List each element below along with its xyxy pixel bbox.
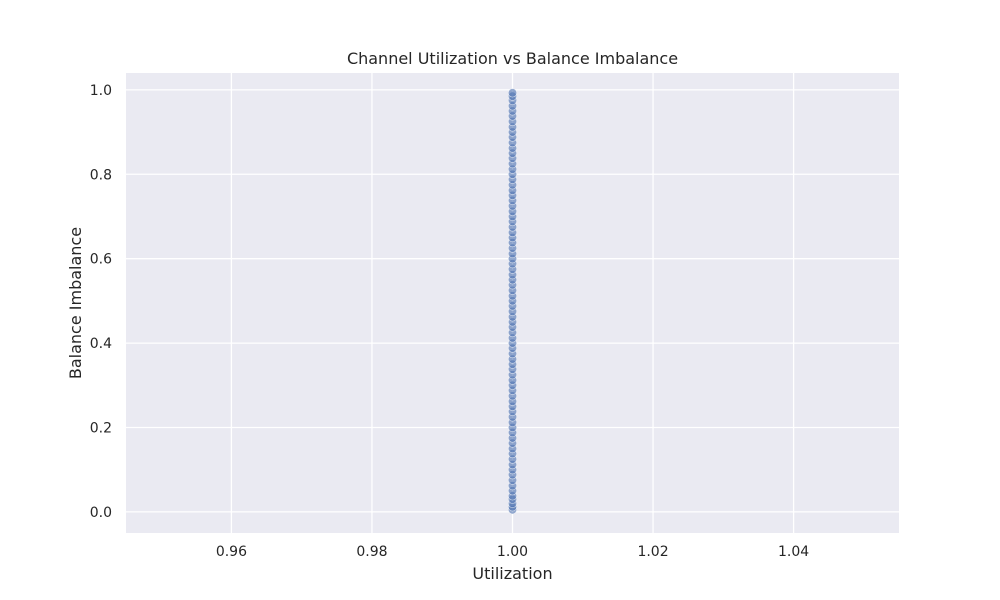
x-tick-labels: 0.96 0.98 1.00 1.02 1.04 xyxy=(216,544,809,560)
y-tick-label-0: 0.0 xyxy=(90,505,112,521)
x-tick-label-0: 0.96 xyxy=(216,544,247,560)
y-tick-label-3: 0.6 xyxy=(90,252,112,268)
data-point-81 xyxy=(507,88,517,98)
x-tick-label-1: 0.98 xyxy=(356,544,387,560)
y-tick-label-1: 0.2 xyxy=(90,420,112,436)
chart-title: Channel Utilization vs Balance Imbalance xyxy=(347,49,678,68)
data-points xyxy=(507,88,517,515)
y-tick-label-5: 1.0 xyxy=(90,83,112,99)
y-axis-label: Balance Imbalance xyxy=(66,227,85,379)
y-tick-label-2: 0.4 xyxy=(90,336,112,352)
y-tick-label-4: 0.8 xyxy=(90,167,112,183)
y-tick-labels: 0.0 0.2 0.4 0.6 0.8 1.0 xyxy=(90,83,112,521)
x-tick-label-4: 1.04 xyxy=(778,544,809,560)
x-tick-label-3: 1.02 xyxy=(637,544,668,560)
x-tick-label-2: 1.00 xyxy=(497,544,528,560)
x-axis-label: Utilization xyxy=(472,564,552,583)
